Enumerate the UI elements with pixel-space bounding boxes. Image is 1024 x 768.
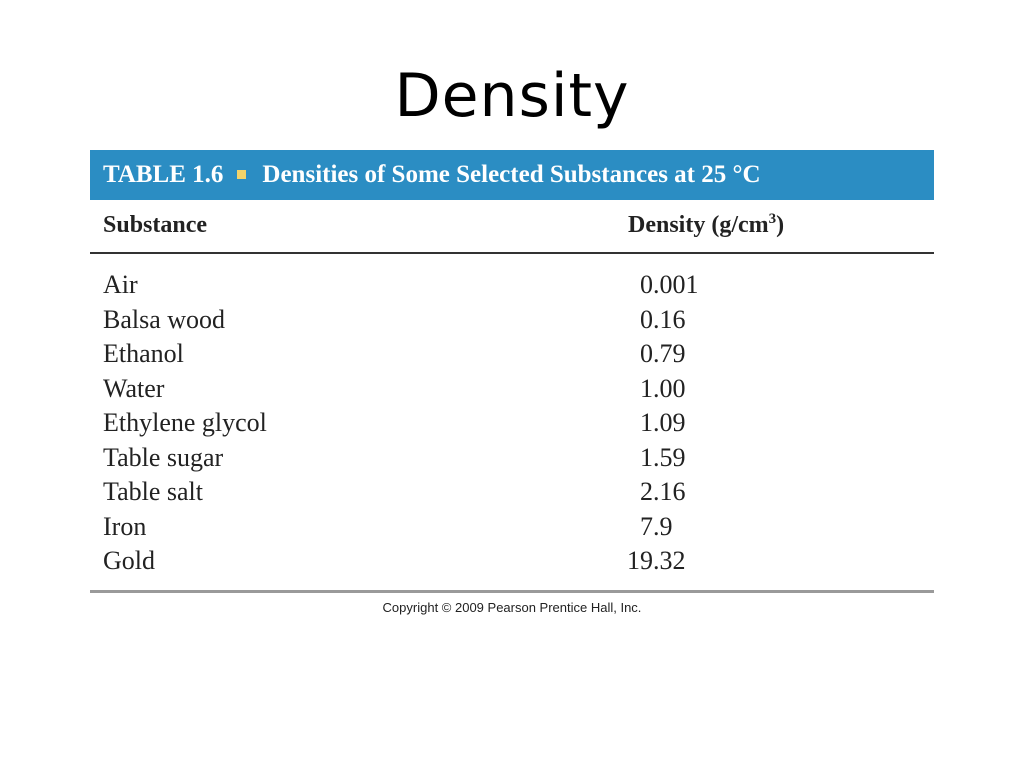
density-table: TABLE 1.6 Densities of Some Selected Sub… (90, 150, 934, 622)
table-row: Balsa wood 0.16 (90, 305, 934, 340)
density-cell: 0.001 (640, 270, 699, 299)
table-row: Table sugar 1.59 (90, 443, 934, 478)
density-cell: 0.16 (640, 304, 686, 334)
table-row: Water 1.00 (90, 374, 934, 409)
header-rule (90, 252, 934, 254)
density-cell: 2.16 (640, 477, 686, 506)
density-cell: 1.09 (640, 408, 686, 437)
table-row: Ethanol 0.79 (90, 339, 934, 374)
slide-title: Density (394, 61, 630, 131)
table-row: Air 0.001 (90, 270, 934, 305)
column-header-density-close: ) (776, 212, 785, 238)
substance-cell: Table sugar (103, 442, 224, 472)
density-cell: 0.79 (640, 339, 686, 368)
table-row: Gold 19.32 (90, 546, 934, 581)
copyright-notice: Copyright © 2009 Pearson Prentice Hall, … (382, 600, 642, 615)
substance-cell: Ethanol (103, 339, 184, 368)
bottom-rule (90, 590, 934, 593)
substance-cell: Balsa wood (103, 304, 226, 334)
substance-cell: Ethylene glycol (103, 408, 267, 437)
column-header-substance: Substance (103, 212, 208, 238)
table-caption: Densities of Some Selected Substances at… (262, 161, 761, 188)
substance-cell: Air (103, 270, 138, 299)
substance-cell: Water (103, 373, 165, 403)
substance-cell: Iron (103, 511, 147, 541)
table-row: Ethylene glycol 1.09 (90, 408, 934, 443)
table-caption-bar: TABLE 1.6 Densities of Some Selected Sub… (90, 150, 934, 200)
table-body: Air 0.001 Balsa wood 0.16 Ethanol 0.79 W… (90, 270, 934, 581)
column-header-density: Density (g/cm3) (628, 212, 784, 239)
column-header-density-text: Density (g/cm (628, 212, 769, 238)
density-cell: 1.59 (640, 442, 686, 472)
table-number: TABLE 1.6 (103, 161, 224, 188)
substance-cell: Gold (103, 546, 155, 575)
density-cell: 1.00 (640, 373, 686, 403)
density-cell: 7.9 (640, 511, 673, 541)
substance-cell: Table salt (103, 477, 203, 506)
table-row: Table salt 2.16 (90, 477, 934, 512)
density-cell: 19.32 (627, 546, 686, 575)
table-row: Iron 7.9 (90, 512, 934, 547)
square-bullet-icon (237, 169, 247, 179)
column-header-density-superscript: 3 (768, 211, 777, 227)
